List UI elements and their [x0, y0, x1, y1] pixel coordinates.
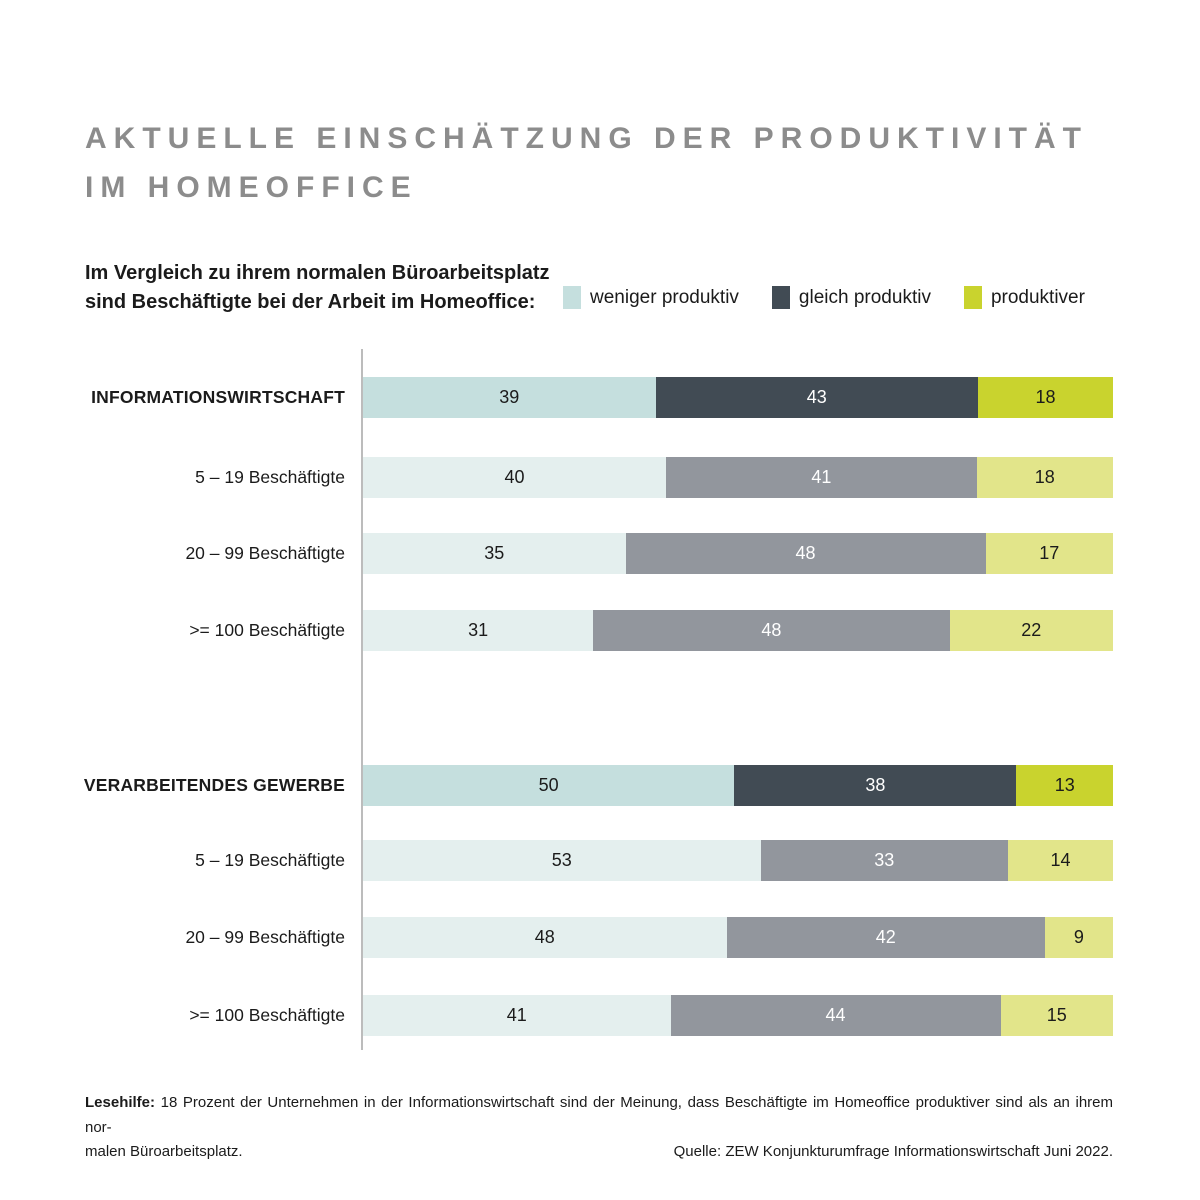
bar-segment-gleich-produktiv: 42 [726, 917, 1045, 958]
bar-segment-weniger-produktiv: 41 [363, 995, 671, 1036]
footer: Lesehilfe: 18 Prozent der Unternehmen in… [85, 1091, 1113, 1165]
legend-swatch-gleich-produktiv [771, 286, 790, 309]
bar-segment-produktiver: 14 [1008, 840, 1113, 881]
bar-value-label: 39 [499, 387, 520, 407]
bar-track: 50 38 13 [363, 765, 1113, 806]
bar-track: 53 33 14 [363, 840, 1113, 881]
footer-lesehilfe-line1: Lesehilfe: 18 Prozent der Unternehmen in… [85, 1091, 1113, 1140]
chart-row: 5 – 19 Beschäftigte 53 33 14 [0, 840, 1200, 881]
bar-value-label: 38 [865, 775, 886, 795]
bar-segment-weniger-produktiv: 48 [363, 917, 727, 958]
bar-value-label: 18 [1035, 387, 1056, 407]
bar-track: 41 44 15 [363, 995, 1113, 1036]
source-note: Quelle: ZEW Konjunkturumfrage Informatio… [673, 1143, 1113, 1160]
bar-track: 39 43 18 [363, 377, 1113, 418]
bar-track: 35 48 17 [363, 533, 1113, 574]
bar-value-label: 48 [795, 543, 816, 563]
chart-row: INFORMATIONSWIRTSCHAFT 39 43 18 [0, 377, 1200, 418]
page-title: AKTUELLE EINSCHÄTZUNG DER PRODUKTIVITÄT … [85, 114, 1088, 212]
bar-segment-gleich-produktiv: 38 [734, 765, 1017, 806]
row-label: INFORMATIONSWIRTSCHAFT [91, 387, 345, 407]
chart-row: >= 100 Beschäftigte 41 44 15 [0, 995, 1200, 1036]
legend-label: weniger produktiv [590, 286, 739, 308]
bar-segment-weniger-produktiv: 40 [363, 457, 667, 498]
legend-label: produktiver [990, 286, 1085, 308]
row-label: 5 – 19 Beschäftigte [195, 467, 345, 487]
bar-segment-produktiver: 18 [978, 377, 1113, 418]
chart-row: 20 – 99 Beschäftigte 35 48 17 [0, 533, 1200, 574]
row-label: 20 – 99 Beschäftigte [185, 543, 345, 563]
bar-segment-gleich-produktiv: 41 [666, 457, 977, 498]
footer-line2: malen Büroarbeitsplatz. Quelle: ZEW Konj… [85, 1140, 1113, 1165]
bar-value-label: 35 [484, 543, 505, 563]
bar-segment-produktiver: 9 [1044, 917, 1114, 958]
bar-segment-weniger-produktiv: 50 [363, 765, 735, 806]
lesehilfe-label: Lesehilfe: [85, 1094, 156, 1111]
chart-row: VERARBEITENDES GEWERBE 50 38 13 [0, 765, 1200, 806]
row-label: >= 100 Beschäftigte [189, 620, 345, 640]
bar-track: 40 41 18 [363, 457, 1113, 498]
bar-value-label: 41 [506, 1005, 527, 1025]
chart-legend: weniger produktiv gleich produktiv produ… [563, 286, 1085, 309]
bar-value-label: 18 [1034, 467, 1055, 487]
bar-value-label: 48 [761, 620, 782, 640]
bar-value-label: 33 [874, 850, 895, 870]
bar-value-label: 41 [811, 467, 832, 487]
legend-item-produktiver: produktiver [963, 286, 1085, 309]
legend-label: gleich produktiv [798, 286, 931, 308]
bar-segment-weniger-produktiv: 35 [363, 533, 626, 574]
bar-value-label: 44 [825, 1005, 846, 1025]
bar-segment-gleich-produktiv: 44 [670, 995, 1001, 1036]
bar-segment-gleich-produktiv: 33 [760, 840, 1008, 881]
bar-value-label: 50 [538, 775, 559, 795]
bar-segment-produktiver: 13 [1016, 765, 1113, 806]
legend-item-weniger-produktiv: weniger produktiv [563, 286, 739, 309]
row-label: VERARBEITENDES GEWERBE [83, 775, 345, 795]
chart-row: 20 – 99 Beschäftigte 48 42 9 [0, 917, 1200, 958]
bar-segment-gleich-produktiv: 48 [593, 610, 950, 651]
page-title-line1: AKTUELLE EINSCHÄTZUNG DER PRODUKTIVITÄT [85, 122, 1088, 155]
bar-value-label: 15 [1046, 1005, 1067, 1025]
bar-segment-produktiver: 22 [949, 610, 1113, 651]
bar-segment-gleich-produktiv: 43 [655, 377, 978, 418]
bar-value-label: 22 [1021, 620, 1042, 640]
bar-segment-produktiver: 15 [1000, 995, 1113, 1036]
bar-segment-weniger-produktiv: 53 [363, 840, 761, 881]
bar-value-label: 9 [1073, 927, 1084, 947]
bar-value-label: 31 [468, 620, 489, 640]
row-label: >= 100 Beschäftigte [189, 1005, 345, 1025]
chart-subtitle: Im Vergleich zu ihrem normalen Büroarbei… [85, 259, 550, 317]
bar-value-label: 43 [806, 387, 827, 407]
row-label: 5 – 19 Beschäftigte [195, 850, 345, 870]
bar-value-label: 53 [551, 850, 572, 870]
lesehilfe-text: 18 Prozent der Unternehmen in der Inform… [85, 1094, 1113, 1136]
chart-subtitle-line2: sind Beschäftigte bei der Arbeit im Home… [85, 291, 536, 313]
legend-swatch-produktiver [963, 286, 982, 309]
bar-value-label: 17 [1039, 543, 1060, 563]
bar-value-label: 40 [504, 467, 525, 487]
bar-segment-produktiver: 18 [976, 457, 1113, 498]
legend-swatch-weniger-produktiv [563, 286, 581, 309]
chart-baseline-axis [361, 349, 363, 1050]
legend-item-gleich-produktiv: gleich produktiv [771, 286, 931, 309]
lesehilfe-text-continued: malen Büroarbeitsplatz. [85, 1143, 243, 1160]
bar-value-label: 42 [875, 927, 896, 947]
bar-segment-weniger-produktiv: 39 [363, 377, 656, 418]
page-title-line2: IM HOMEOFFICE [85, 171, 418, 204]
bar-segment-gleich-produktiv: 48 [625, 533, 986, 574]
chart-subtitle-line1: Im Vergleich zu ihrem normalen Büroarbei… [85, 262, 550, 284]
chart-row: 5 – 19 Beschäftigte 40 41 18 [0, 457, 1200, 498]
row-label: 20 – 99 Beschäftigte [185, 927, 345, 947]
bar-segment-weniger-produktiv: 31 [363, 610, 594, 651]
bar-value-label: 48 [534, 927, 555, 947]
bar-track: 31 48 22 [363, 610, 1113, 651]
bar-track: 48 42 9 [363, 917, 1114, 958]
bar-value-label: 14 [1050, 850, 1071, 870]
chart-row: >= 100 Beschäftigte 31 48 22 [0, 610, 1200, 651]
bar-segment-produktiver: 17 [985, 533, 1113, 574]
bar-value-label: 13 [1054, 775, 1075, 795]
